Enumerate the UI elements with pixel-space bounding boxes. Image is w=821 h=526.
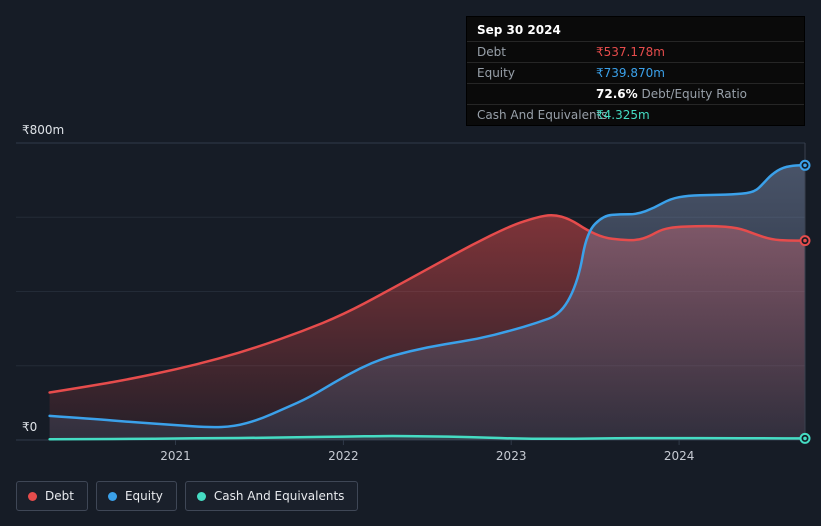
chart-tooltip: Sep 30 2024 Debt ₹537.178m Equity ₹739.8… bbox=[466, 16, 805, 126]
tooltip-ratio-row: 72.6% Debt/Equity Ratio bbox=[467, 83, 804, 104]
equity-legend-dot-icon bbox=[107, 491, 117, 501]
y-axis-label-max: ₹800m bbox=[22, 123, 65, 137]
tooltip-debt-label: Debt bbox=[477, 45, 506, 59]
tooltip-date: Sep 30 2024 bbox=[477, 23, 561, 37]
equity-line bbox=[48, 164, 807, 429]
cash-and-equivalents-end-marker-dot-icon bbox=[803, 436, 807, 441]
cash-and-equivalents-line bbox=[48, 434, 807, 441]
tooltip-debt-row: Debt ₹537.178m bbox=[467, 41, 804, 62]
tooltip-cash-value: ₹4.325m bbox=[596, 108, 650, 122]
legend-item-cash[interactable]: Cash And Equivalents bbox=[184, 481, 359, 511]
x-tick-label-2021: 2021 bbox=[160, 449, 191, 463]
debt-legend-dot-icon bbox=[28, 491, 37, 501]
tooltip-equity-label: Equity bbox=[477, 66, 515, 80]
x-tick-label-2023: 2023 bbox=[496, 449, 527, 463]
cash-legend-dot-icon bbox=[196, 491, 206, 501]
y-axis-label-zero: ₹0 bbox=[22, 420, 38, 434]
debt-line bbox=[48, 213, 807, 394]
legend-equity-label: Equity bbox=[124, 489, 163, 503]
tooltip-equity-value: ₹739.870m bbox=[596, 66, 665, 80]
debt-end-marker-dot-icon bbox=[803, 238, 807, 243]
legend-debt-label: Debt bbox=[45, 489, 74, 503]
equity-area bbox=[49, 165, 806, 441]
tooltip-ratio-percent: 72.6% bbox=[596, 87, 638, 101]
tooltip-cash-label: Cash And Equivalents bbox=[477, 108, 608, 122]
tooltip-ratio-label: Debt/Equity Ratio bbox=[641, 87, 748, 101]
tooltip-ratio-value: 72.6% Debt/Equity Ratio bbox=[596, 86, 747, 102]
chart-legend: Debt Equity Cash And Equivalents bbox=[16, 481, 359, 511]
legend-item-equity[interactable]: Equity bbox=[95, 481, 177, 511]
legend-item-debt[interactable]: Debt bbox=[16, 481, 88, 511]
equity-end-marker-dot-icon bbox=[803, 163, 807, 168]
tooltip-cash-row: Cash And Equivalents ₹4.325m bbox=[467, 104, 804, 125]
x-tick-label-2022: 2022 bbox=[328, 449, 359, 463]
tooltip-equity-row: Equity ₹739.870m bbox=[467, 62, 804, 83]
tooltip-debt-value: ₹537.178m bbox=[596, 45, 665, 59]
legend-cash-label: Cash And Equivalents bbox=[213, 489, 345, 503]
x-tick-label-2024: 2024 bbox=[664, 449, 695, 463]
